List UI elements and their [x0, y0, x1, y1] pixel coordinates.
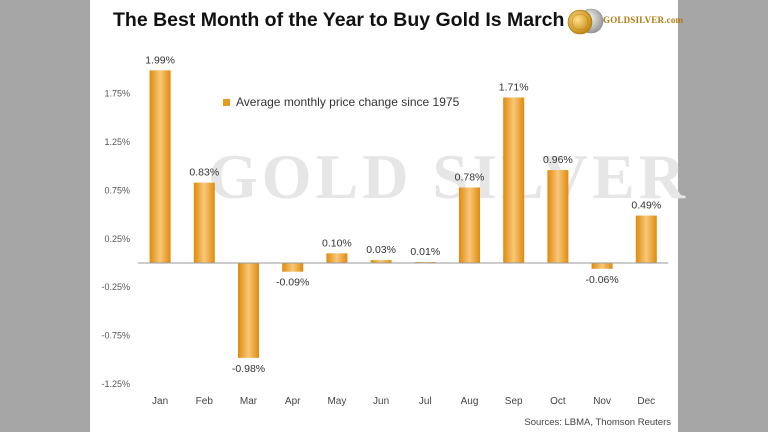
bar-may [326, 253, 348, 263]
slide: GOLD SILVER The Best Month of the Year t… [90, 0, 685, 432]
watermark: GOLD SILVER [208, 141, 689, 212]
data-label: 1.71% [499, 81, 529, 93]
x-tick-label: Mar [240, 396, 258, 407]
y-tick-label: -0.25% [101, 282, 130, 292]
x-tick-label: Nov [593, 396, 611, 407]
bar-feb [193, 182, 215, 263]
data-label: 0.03% [366, 244, 396, 256]
x-tick-label: Jan [152, 396, 168, 407]
data-label: 0.96% [543, 154, 573, 166]
bar-jan [149, 70, 171, 263]
bar-oct [547, 170, 569, 263]
data-label: 0.10% [322, 237, 352, 249]
bar-dec [635, 215, 657, 263]
data-label: -0.09% [276, 277, 309, 289]
x-tick-label: Aug [461, 396, 479, 407]
data-label: -0.06% [585, 274, 618, 286]
y-tick-label: -0.75% [101, 331, 130, 341]
x-tick-label: Jun [373, 396, 389, 407]
x-tick-label: Sep [505, 396, 523, 407]
legend-swatch [223, 98, 230, 106]
data-label: 1.99% [145, 54, 175, 66]
bar-mar [238, 263, 259, 358]
x-tick-label: Apr [285, 396, 301, 407]
y-tick-label: 0.25% [104, 234, 130, 244]
data-label: 0.83% [189, 167, 219, 179]
bar-aug [459, 187, 480, 263]
source-note: Sources: LBMA, Thomson Reuters [524, 417, 671, 428]
x-tick-label: Oct [550, 396, 566, 407]
y-tick-label: 1.25% [104, 137, 130, 147]
goldsilver-logo: GOLDSILVER.com [567, 5, 683, 39]
chart-title: The Best Month of the Year to Buy Gold I… [113, 9, 565, 31]
data-label: 0.49% [631, 200, 661, 212]
data-label: 0.01% [410, 246, 440, 258]
y-tick-label: -1.25% [101, 379, 130, 389]
bar-chart: 1.75% 1.25% 0.75% 0.25% -0.25% -0.75% -1.25% 1… [101, 54, 669, 407]
bar-jun [370, 260, 392, 263]
x-tick-label: Dec [637, 396, 655, 407]
x-tick-label: May [327, 396, 346, 407]
bar-apr [282, 263, 304, 272]
coins-icon [567, 8, 604, 35]
data-label: 0.78% [455, 171, 485, 183]
bar-sep [503, 97, 525, 263]
x-tick-label: Feb [196, 396, 214, 407]
legend: Average monthly price change since 1975 [223, 95, 459, 109]
x-tick-label: Jul [419, 396, 432, 407]
data-label: -0.98% [232, 363, 265, 375]
legend-label: Average monthly price change since 1975 [236, 95, 460, 109]
bar-nov [591, 263, 613, 269]
y-tick-label: 1.75% [104, 89, 130, 99]
y-tick-label: 0.75% [104, 185, 130, 195]
logo-text: GOLDSILVER.com [603, 15, 684, 25]
